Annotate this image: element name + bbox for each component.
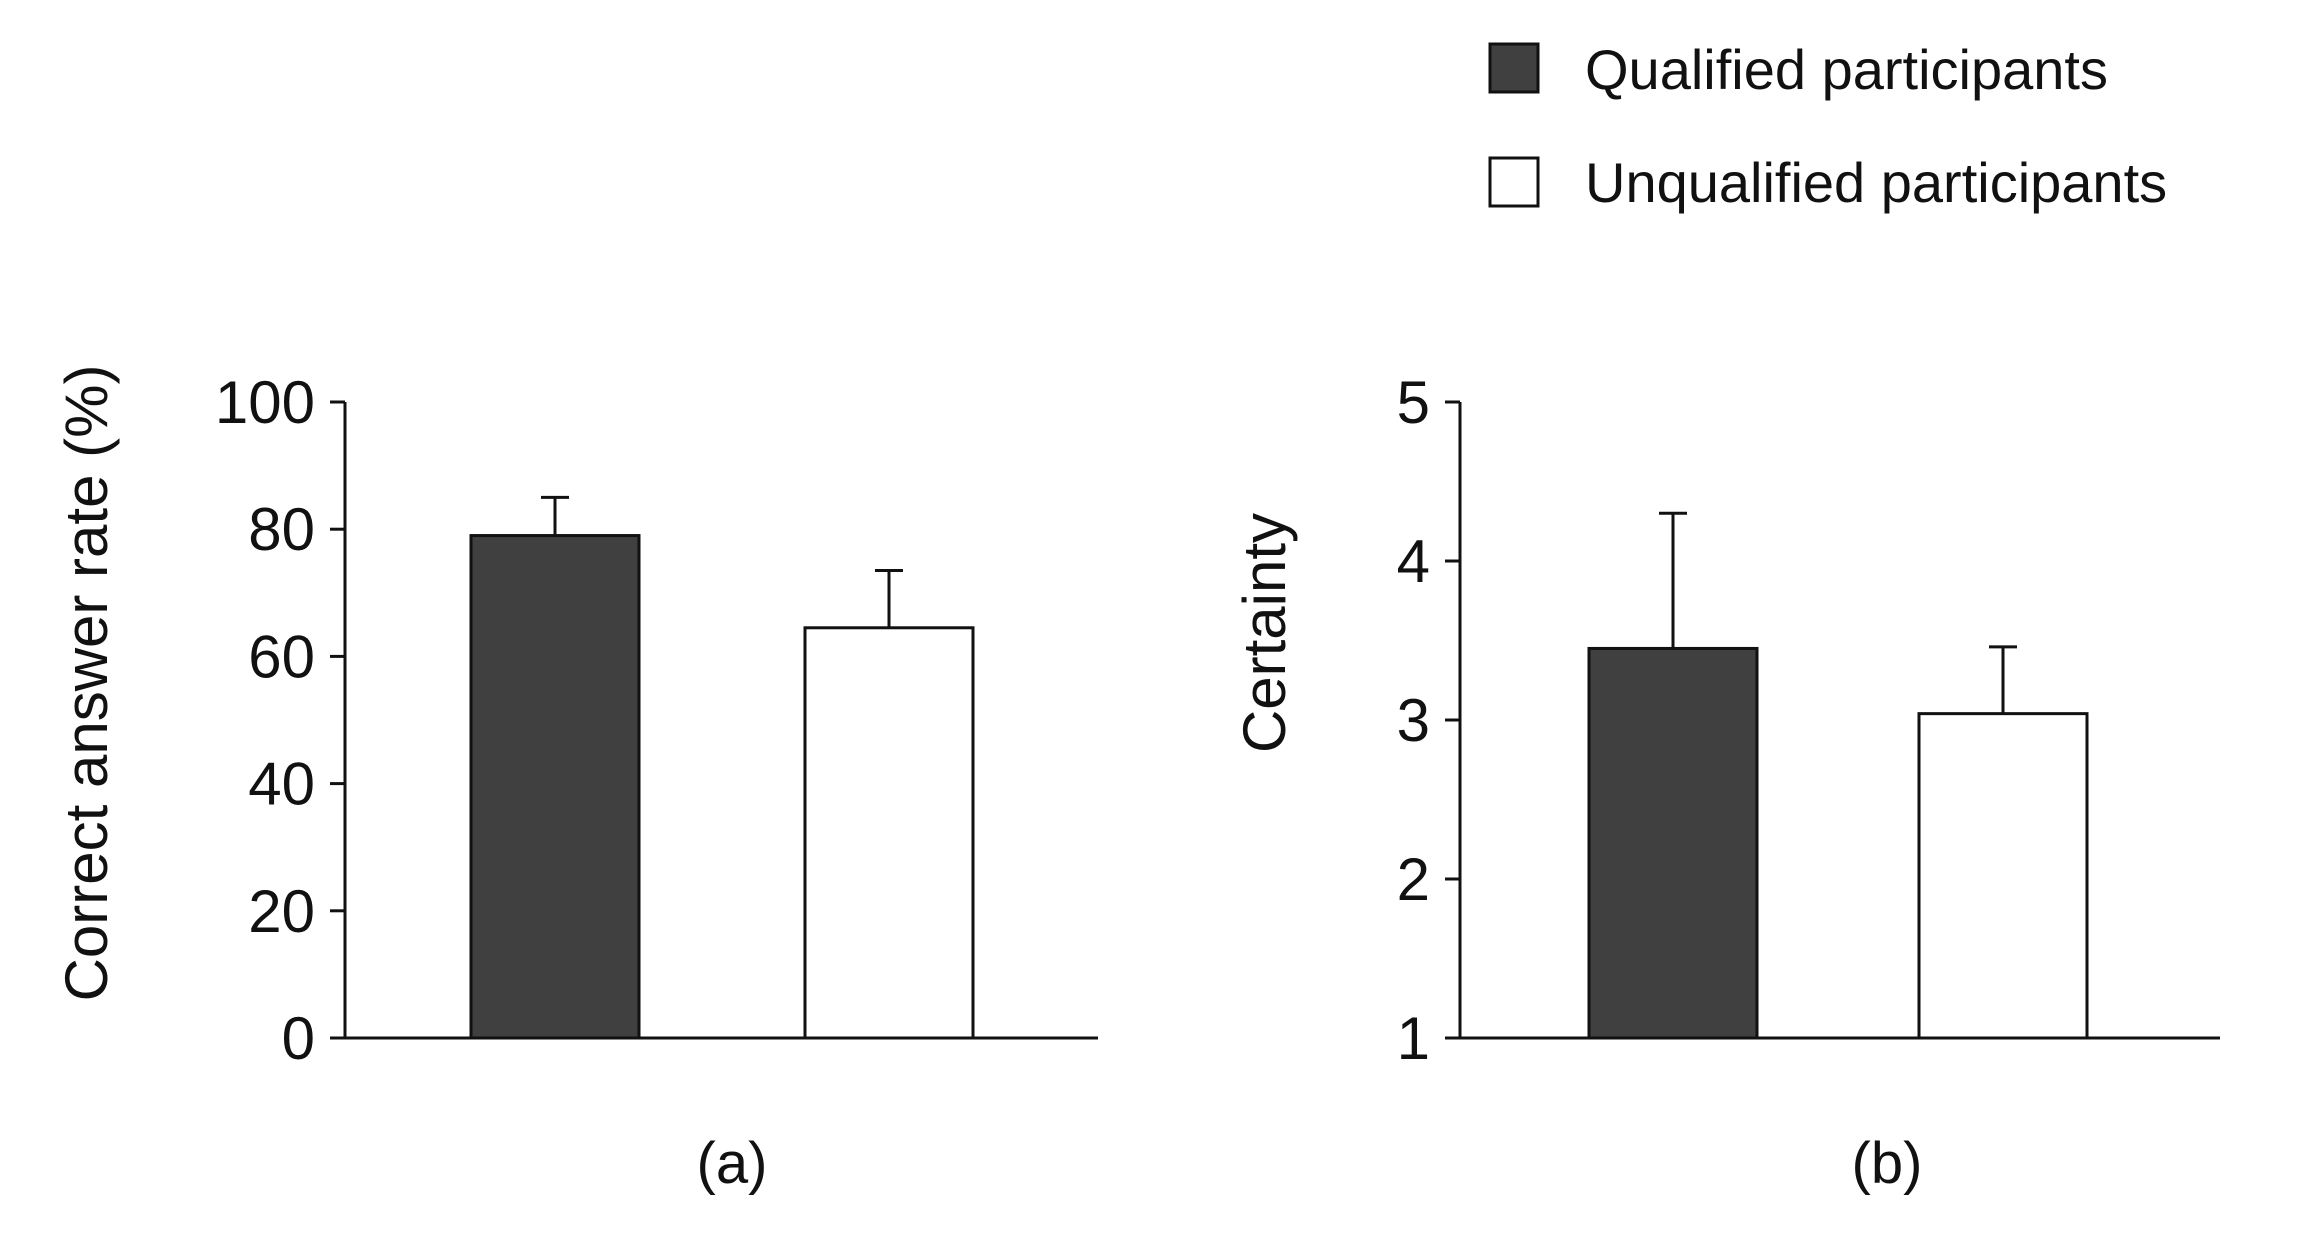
legend-label-unqualified: Unqualified participants	[1585, 151, 2167, 214]
y-tick-label-b: 3	[1397, 687, 1430, 754]
panel-label-b: (b)	[1852, 1131, 1923, 1196]
y-tick-label-b: 1	[1397, 1005, 1430, 1072]
y-tick-label-a: 20	[248, 878, 315, 945]
y-tick-label-a: 80	[248, 496, 315, 563]
panel-b: Certainty (b) 1 2 3 4 5	[1231, 369, 2220, 1196]
legend-item-unqualified: Unqualified participants	[1488, 151, 2167, 214]
y-tick-label-b: 5	[1397, 369, 1430, 436]
y-tick-label-a: 100	[215, 369, 315, 436]
panel-a: Correct answer rate (%) (a) 0 20 40 60 80 100	[53, 365, 1098, 1196]
legend-label-qualified: Qualified participants	[1585, 38, 2108, 101]
panel-label-a: (a)	[697, 1131, 768, 1196]
y-axis-label-a: Correct answer rate (%)	[53, 365, 120, 1002]
bar-unqualified-b	[1917, 712, 2089, 1040]
y-tick-label-a: 60	[248, 623, 315, 690]
legend-swatch-unqualified	[1488, 156, 1540, 208]
bar-qualified-b	[1587, 646, 1759, 1040]
y-tick-label-b: 4	[1397, 528, 1430, 595]
legend: Qualified participants Unqualified parti…	[1488, 38, 2167, 214]
y-tick-label-b: 2	[1397, 846, 1430, 913]
legend-item-qualified: Qualified participants	[1488, 38, 2108, 101]
y-tick-label-a: 40	[248, 751, 315, 818]
bar-unqualified-a	[803, 626, 975, 1040]
bar-qualified-a	[469, 534, 641, 1040]
y-axis-label-b: Certainty	[1231, 513, 1298, 753]
y-tick-label-a: 0	[282, 1005, 315, 1072]
legend-swatch-qualified	[1488, 42, 1540, 94]
